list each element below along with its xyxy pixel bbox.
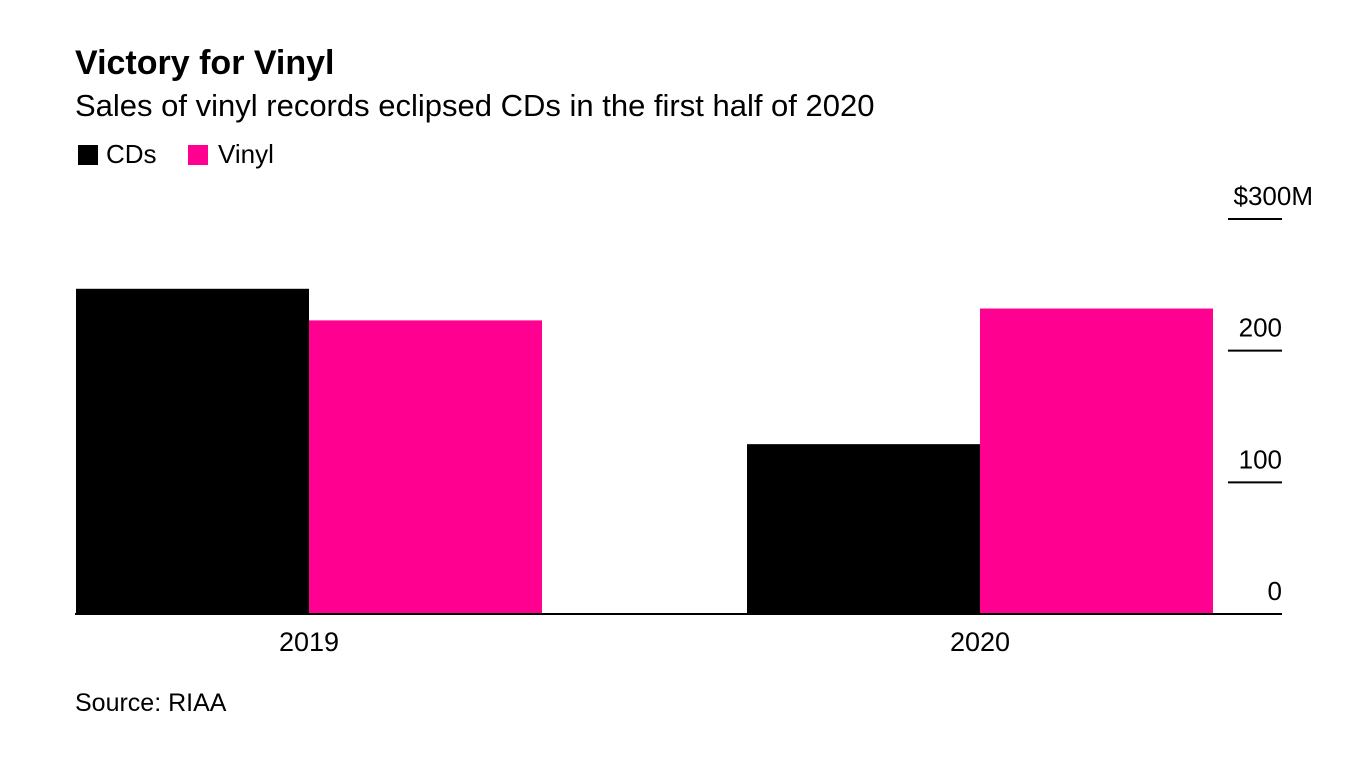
bar-cds-2019: [76, 288, 309, 614]
x-axis: 2019 2020: [75, 613, 1282, 657]
chart-subtitle: Sales of vinyl records eclipsed CDs in t…: [75, 88, 875, 123]
legend-swatch-vinyl: [188, 145, 208, 165]
y-tick-label-100: 100: [1239, 444, 1282, 474]
y-tick-label-200: 200: [1239, 313, 1282, 343]
x-tick-label-2019: 2019: [279, 627, 339, 657]
legend-swatch-cds: [78, 145, 98, 165]
source-note: Source: RIAA: [75, 689, 227, 717]
y-axis: 0 100 200 $300M: [1228, 181, 1313, 606]
chart-title: Victory for Vinyl: [75, 44, 335, 82]
bars-group: [76, 288, 1213, 614]
legend: CDs Vinyl: [78, 139, 274, 169]
legend-label-cds: CDs: [106, 139, 157, 169]
x-tick-label-2020: 2020: [950, 627, 1010, 657]
y-tick-label-300: $300M: [1234, 181, 1314, 211]
bar-vinyl-2020: [980, 308, 1213, 614]
y-tick-label-0: 0: [1268, 576, 1282, 606]
bar-cds-2020: [747, 444, 980, 614]
bar-vinyl-2019: [309, 320, 542, 614]
legend-label-vinyl: Vinyl: [218, 139, 274, 169]
